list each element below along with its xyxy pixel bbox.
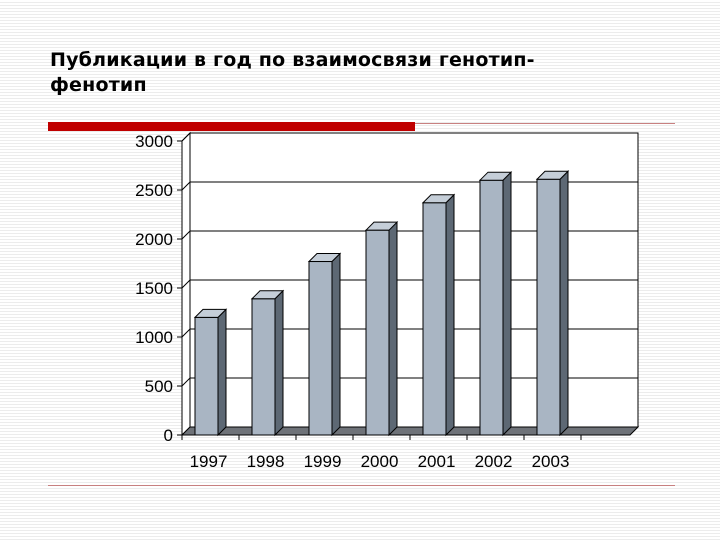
x-tick-label: 2000 <box>361 452 399 471</box>
bar-top <box>364 221 399 231</box>
bar-side <box>502 170 512 437</box>
y-tick-label: 1500 <box>135 279 173 298</box>
bar-top <box>307 253 342 263</box>
y-tick-label: 3000 <box>135 132 173 151</box>
x-tick-label: 1998 <box>247 452 285 471</box>
y-tick-label: 2500 <box>135 181 173 200</box>
bar-side <box>331 252 341 437</box>
bar-front <box>365 229 390 436</box>
gridline <box>181 132 638 142</box>
bar-top <box>421 194 456 204</box>
bar-side <box>274 289 284 437</box>
bottom-rule <box>48 485 675 486</box>
bar <box>364 220 399 437</box>
y-tick-label: 0 <box>164 426 173 445</box>
y-tick-label: 1000 <box>135 328 173 347</box>
bar <box>535 170 570 437</box>
bar-front <box>308 261 333 436</box>
bar-top <box>193 308 228 318</box>
bar-side <box>217 308 227 437</box>
bar-front <box>479 179 504 436</box>
bar-top <box>250 290 285 300</box>
bar-side <box>559 170 569 437</box>
slide-title: Публикации в год по взаимосвязи генотип-… <box>50 49 535 96</box>
bar <box>250 289 285 437</box>
bar-side <box>445 193 455 437</box>
bar-front <box>422 202 447 436</box>
x-tick-label: 2001 <box>418 452 456 471</box>
top-rule <box>415 123 675 124</box>
bar <box>478 170 513 437</box>
accent-bar <box>48 122 415 131</box>
x-tick-label: 2002 <box>475 452 513 471</box>
x-tick-label: 2003 <box>532 452 570 471</box>
bar <box>193 308 228 437</box>
bar-top <box>478 171 513 181</box>
bar-front <box>536 178 561 436</box>
bar-front <box>194 316 219 436</box>
x-tick-label: 1999 <box>304 452 342 471</box>
y-tick-label: 2000 <box>135 230 173 249</box>
bar-side <box>388 220 398 437</box>
plot-floor <box>180 426 640 436</box>
y-tick-label: 500 <box>145 377 173 396</box>
bar-front <box>251 298 276 436</box>
bar <box>307 252 342 437</box>
bar-top <box>535 170 570 180</box>
x-tick-label: 1997 <box>190 452 228 471</box>
bar <box>421 193 456 437</box>
